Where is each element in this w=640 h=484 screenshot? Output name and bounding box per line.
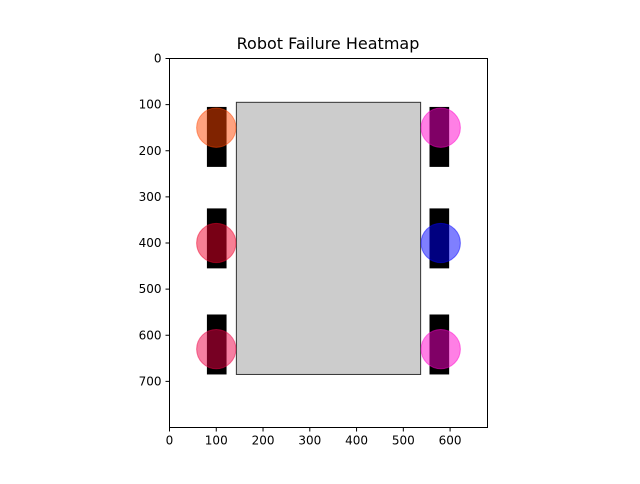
plot-area (196, 101, 461, 375)
x-tick-label-600: 600 (439, 434, 462, 448)
axes: 0 100 200 300 400 500 600 0 100 200 300 400 500 600 70… (139, 52, 462, 448)
x-tick-label-300: 300 (298, 434, 321, 448)
y-tick-label-600: 600 (139, 328, 162, 342)
x-tick-label-100: 100 (205, 434, 228, 448)
failure-marker-5 (420, 222, 461, 264)
y-tick-label-300: 300 (139, 190, 162, 204)
y-tick-label-200: 200 (139, 144, 162, 158)
x-tick-label-0: 0 (166, 434, 174, 448)
y-tick-label-700: 700 (139, 374, 162, 388)
robot-body (235, 101, 422, 375)
failure-marker-3 (196, 328, 237, 370)
failure-marker-1 (196, 107, 237, 148)
y-tick-label-0: 0 (154, 52, 162, 66)
y-tick-label-100: 100 (139, 98, 162, 112)
failure-marker-2 (196, 222, 237, 264)
x-tick-label-500: 500 (392, 434, 415, 448)
x-tick-label-400: 400 (345, 434, 368, 448)
y-tick-label-500: 500 (139, 282, 162, 296)
x-tick-label-200: 200 (252, 434, 275, 448)
failure-marker-6 (420, 328, 461, 370)
y-tick-label-400: 400 (139, 236, 162, 250)
chart-title: Robot Failure Heatmap (237, 34, 420, 53)
failure-marker-4 (420, 107, 461, 148)
